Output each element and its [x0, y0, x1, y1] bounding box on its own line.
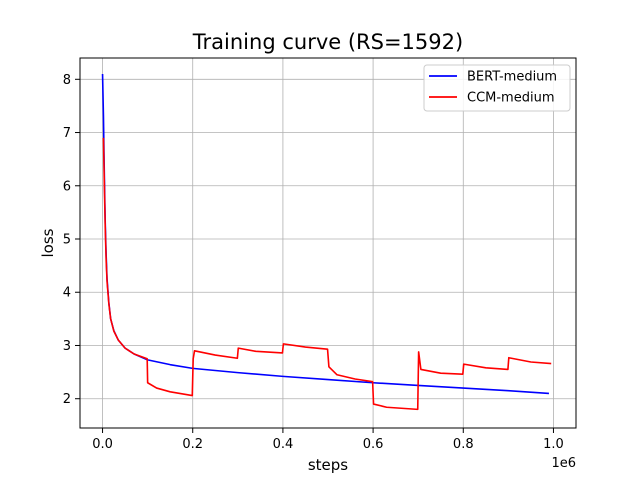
x-tick-label: 0.0: [92, 437, 113, 452]
series-line-ccm-medium: [102, 137, 552, 411]
plot-frame: [79, 57, 577, 429]
y-tick-label: 8: [63, 73, 71, 88]
y-tick-label: 4: [63, 286, 71, 301]
y-tick-label: 7: [63, 126, 71, 141]
chart-title: Training curve (RS=1592): [192, 30, 463, 54]
y-tick-label: 2: [63, 392, 71, 407]
x-tick-label: 1.0: [543, 437, 564, 452]
x-tick-label: 0.4: [273, 437, 294, 452]
y-axis-title: loss: [39, 228, 57, 257]
x-tick-label: 0.2: [182, 437, 203, 452]
series-lines: [101, 73, 552, 411]
legend-label-ccm-medium: CCM-medium: [467, 91, 555, 106]
axis-ticks: 0.0 0.2 0.4 0.6 0.8 1.0 2 3 4 5 6 7 8: [63, 73, 564, 452]
legend-label-bert-medium: BERT-medium: [467, 70, 557, 85]
x-tick-label: 0.6: [363, 437, 384, 452]
y-tick-label: 6: [63, 179, 71, 194]
y-tick-label: 5: [63, 233, 71, 248]
legend-box: [423, 64, 571, 112]
x-axis-title: steps: [308, 456, 348, 474]
x-axis-offset-label: 1e6: [551, 456, 576, 471]
x-tick-label: 0.8: [453, 437, 474, 452]
y-tick-label: 3: [63, 339, 71, 354]
grid-lines: [80, 58, 576, 428]
legend: BERT-medium CCM-medium: [423, 64, 571, 112]
